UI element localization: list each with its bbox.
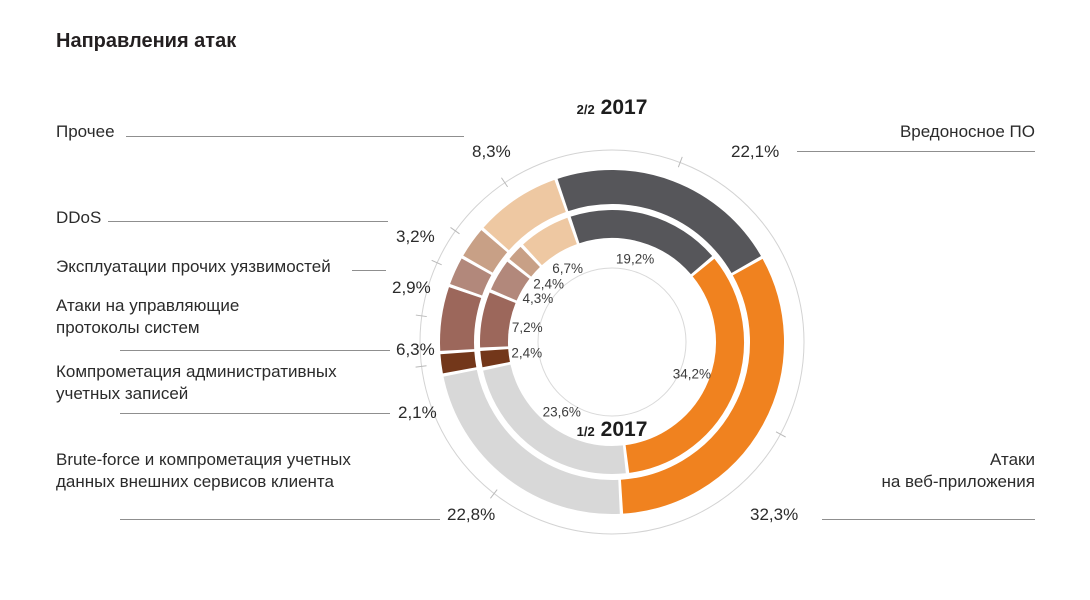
inner-value-label-5: 4,3%: [523, 291, 554, 306]
category-label-protocols-line1: Атаки на управляющие: [56, 296, 240, 315]
category-label-brute-line2: данных внешних сервисов клиента: [56, 472, 334, 491]
inner-ring-segment-7: [523, 217, 578, 266]
period-fraction-inner: 1/2: [576, 424, 595, 439]
category-label-ddos: DDoS: [56, 208, 102, 227]
category-label-web-line1: Атаки: [990, 450, 1035, 469]
category-label-brute-force: Brute-force и компрометация учетных данн…: [56, 449, 351, 493]
guide-tick-6: [450, 227, 460, 235]
leader-line-admin-compromise: [120, 413, 390, 414]
period-label-outer: 2/2 2017: [577, 96, 648, 120]
inner-ring-segment-2: [483, 364, 626, 474]
inner-ring-segment-3: [480, 348, 510, 368]
category-label-admin-compromise: Компрометация административных учетных з…: [56, 361, 337, 405]
leader-line-malware: [797, 151, 1035, 152]
period-fraction-outer: 2/2: [576, 102, 595, 117]
guide-tick-1: [775, 431, 786, 438]
outer-ring-segment-3: [440, 351, 477, 374]
value-label-protocols: 6,3%: [396, 340, 435, 359]
value-label-web-attacks: 32,3%: [750, 505, 799, 524]
page-title: Направления атак: [56, 30, 237, 52]
inner-value-label-4: 7,2%: [512, 320, 543, 335]
leader-line-ddos: [108, 221, 388, 222]
category-label-admin-line2: учетных записей: [56, 384, 189, 403]
value-label-ddos: 3,2%: [396, 227, 435, 246]
category-label-web-attacks: Атаки на веб-приложения: [881, 449, 1035, 493]
category-label-protocols-line2: протоколы систем: [56, 318, 200, 337]
value-label-malware: 22,1%: [731, 142, 780, 161]
outer-ring-segment-1: [620, 258, 784, 514]
inner-ring-segment-6: [509, 246, 541, 277]
inner-value-label-0: 19,2%: [616, 252, 654, 267]
inner-value-label-6: 2,4%: [533, 276, 564, 291]
inner-value-label-1: 34,2%: [673, 366, 711, 381]
outer-ring-segment-5: [450, 258, 492, 296]
outer-ring-segment-6: [463, 230, 508, 273]
guide-circle-inner: [537, 267, 687, 417]
outer-ring-segment-2: [443, 369, 620, 514]
outer-ring-segment-0: [557, 170, 761, 274]
leader-line-brute-force: [120, 519, 440, 520]
inner-ring-segment-0: [570, 210, 713, 275]
leader-line-exploits: [352, 270, 386, 271]
period-year-inner: 2017: [600, 418, 648, 441]
value-label-admin-compromise: 2,1%: [398, 403, 437, 422]
guide-tick-4: [415, 314, 427, 318]
inner-value-label-2: 23,6%: [543, 404, 581, 419]
period-year-outer: 2017: [600, 96, 648, 119]
inner-ring-segment-4: [480, 292, 516, 348]
value-label-brute-force: 22,8%: [447, 505, 496, 524]
guide-tick-3: [415, 365, 427, 368]
outer-ring-segment-7: [483, 179, 567, 251]
guide-tick-0: [677, 156, 683, 168]
leader-line-web-attacks: [822, 519, 1035, 520]
value-label-exploits: 2,9%: [392, 278, 431, 297]
category-label-exploits: Эксплуатации прочих уязвимостей: [56, 257, 331, 276]
leader-line-other: [126, 136, 464, 137]
category-label-other: Прочее: [56, 122, 115, 141]
guide-circle-outer: [419, 149, 805, 535]
guide-tick-2: [490, 489, 498, 499]
guide-tick-7: [501, 177, 509, 188]
category-label-admin-line1: Компрометация административных: [56, 362, 337, 381]
inner-ring-segment-1: [625, 258, 744, 473]
inner-value-label-7: 6,7%: [552, 261, 583, 276]
outer-ring-segment-4: [440, 287, 482, 351]
category-label-web-line2: на веб-приложения: [881, 472, 1035, 491]
leader-line-protocols: [120, 350, 390, 351]
category-label-brute-line1: Brute-force и компрометация учетных: [56, 450, 351, 469]
guide-tick-5: [431, 259, 442, 266]
inner-ring-segment-5: [490, 261, 530, 301]
category-label-malware: Вредоносное ПО: [899, 122, 1035, 141]
value-label-other: 8,3%: [472, 142, 511, 161]
period-label-inner: 1/2 2017: [577, 418, 648, 442]
inner-value-label-3: 2,4%: [511, 346, 542, 361]
category-label-protocols: Атаки на управляющие протоколы систем: [56, 295, 239, 339]
